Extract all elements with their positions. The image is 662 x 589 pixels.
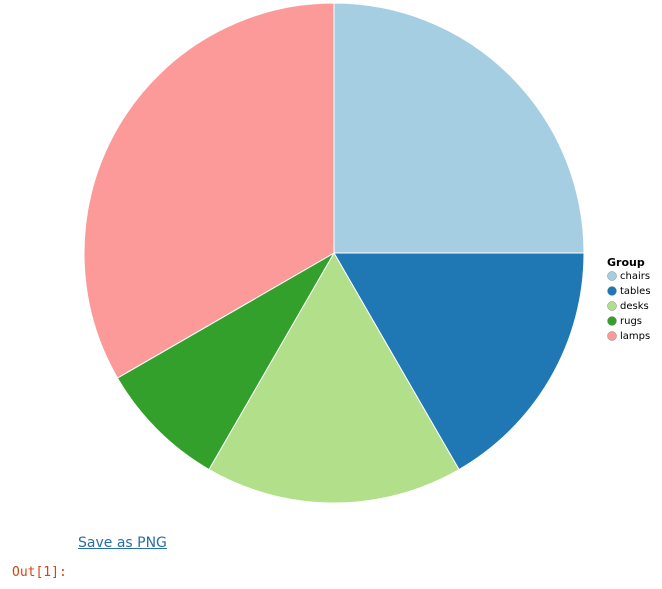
legend-label: chairs (620, 271, 650, 282)
legend-swatch (607, 286, 617, 296)
legend-label: rugs (620, 316, 642, 327)
pie-slice (208, 252, 460, 504)
legend-label: lamps (620, 331, 650, 342)
legend-swatch (607, 331, 617, 341)
pie-slice (83, 2, 335, 379)
save-link[interactable]: Save as PNG (78, 535, 167, 551)
legend-label: desks (620, 301, 649, 312)
output-prompt: Out[1]: (12, 565, 67, 580)
pie-slice (333, 2, 585, 254)
chart: Group chairs tables desks rugs lamps (83, 2, 651, 504)
pie-slice (333, 252, 585, 471)
legend-swatch (607, 316, 617, 326)
legend-title: Group (607, 256, 645, 269)
pie-slice (116, 251, 336, 471)
legend-swatch (607, 271, 617, 281)
legend-swatch (607, 301, 617, 311)
legend-label: tables (620, 286, 651, 297)
